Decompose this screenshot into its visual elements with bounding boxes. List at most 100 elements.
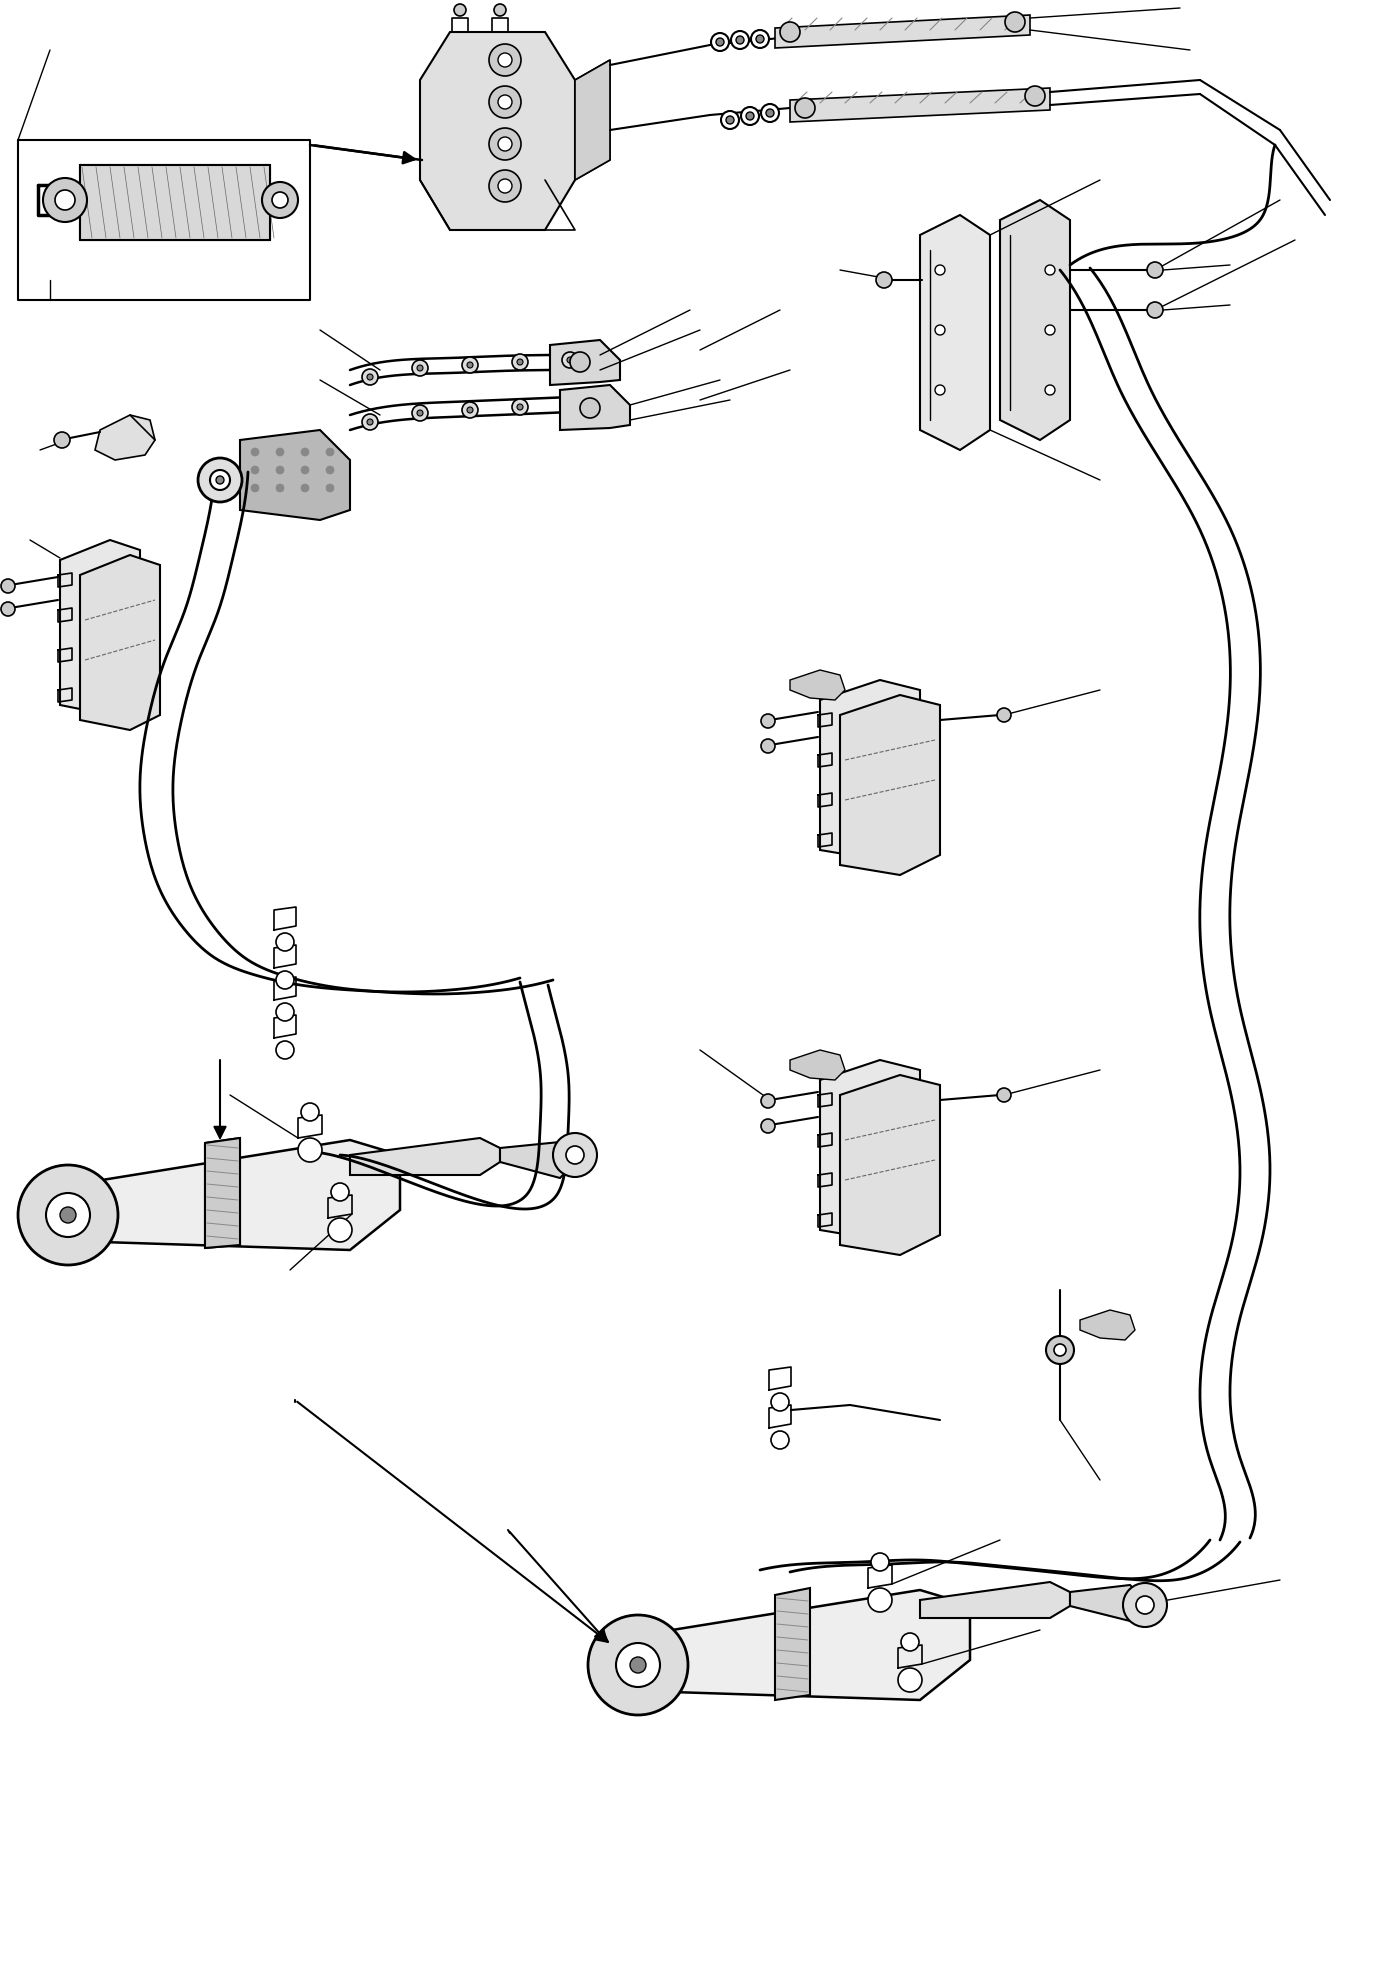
Circle shape — [462, 357, 478, 373]
Polygon shape — [790, 87, 1050, 121]
Circle shape — [570, 351, 591, 371]
Circle shape — [18, 1165, 118, 1264]
Circle shape — [1025, 85, 1045, 105]
Circle shape — [751, 30, 769, 48]
Circle shape — [513, 353, 528, 369]
Polygon shape — [919, 1582, 1070, 1618]
Circle shape — [46, 1193, 91, 1237]
Circle shape — [517, 359, 522, 365]
Circle shape — [301, 484, 309, 492]
Circle shape — [561, 351, 578, 367]
Circle shape — [362, 415, 378, 431]
Circle shape — [710, 34, 729, 52]
Circle shape — [298, 1137, 322, 1161]
Circle shape — [216, 476, 224, 484]
Circle shape — [326, 466, 334, 474]
Circle shape — [901, 1634, 919, 1652]
Circle shape — [327, 1219, 352, 1243]
Circle shape — [43, 179, 86, 222]
Polygon shape — [820, 1060, 919, 1241]
Circle shape — [1055, 1344, 1066, 1356]
Polygon shape — [840, 1076, 940, 1255]
Circle shape — [412, 359, 428, 375]
Circle shape — [761, 738, 775, 752]
Circle shape — [417, 411, 423, 417]
Polygon shape — [31, 1139, 400, 1251]
Circle shape — [935, 266, 944, 276]
Circle shape — [566, 1145, 584, 1163]
Polygon shape — [79, 165, 270, 240]
Circle shape — [499, 95, 513, 109]
Circle shape — [731, 32, 749, 50]
Circle shape — [276, 933, 294, 951]
Polygon shape — [790, 671, 846, 701]
Circle shape — [301, 1104, 319, 1122]
Circle shape — [489, 85, 521, 117]
Polygon shape — [1070, 1584, 1139, 1622]
Circle shape — [616, 1644, 660, 1687]
Circle shape — [417, 365, 423, 371]
Circle shape — [412, 405, 428, 421]
Circle shape — [736, 36, 744, 44]
Circle shape — [454, 4, 467, 16]
Circle shape — [747, 111, 754, 119]
Circle shape — [276, 449, 284, 457]
Polygon shape — [550, 339, 620, 385]
Circle shape — [795, 97, 815, 117]
Circle shape — [362, 369, 378, 385]
Polygon shape — [820, 681, 919, 860]
Circle shape — [1046, 1336, 1074, 1364]
Circle shape — [935, 326, 944, 335]
Polygon shape — [79, 556, 160, 730]
Circle shape — [579, 399, 600, 419]
Circle shape — [276, 1002, 294, 1020]
Circle shape — [489, 44, 521, 75]
Circle shape — [898, 1667, 922, 1691]
Circle shape — [272, 193, 288, 208]
Circle shape — [761, 1094, 775, 1108]
Circle shape — [251, 466, 259, 474]
Circle shape — [251, 484, 259, 492]
Circle shape — [467, 407, 474, 413]
Polygon shape — [500, 1141, 570, 1177]
Circle shape — [1045, 385, 1055, 395]
Circle shape — [716, 38, 724, 46]
Circle shape — [489, 127, 521, 161]
Circle shape — [326, 449, 334, 457]
Circle shape — [276, 484, 284, 492]
Circle shape — [301, 466, 309, 474]
Circle shape — [276, 1040, 294, 1060]
Circle shape — [1137, 1596, 1153, 1614]
Circle shape — [462, 403, 478, 419]
Circle shape — [499, 137, 513, 151]
Circle shape — [60, 1207, 77, 1223]
Circle shape — [553, 1133, 598, 1177]
Polygon shape — [560, 385, 630, 431]
Circle shape — [1146, 302, 1163, 318]
Circle shape — [766, 109, 775, 117]
Circle shape — [276, 466, 284, 474]
Circle shape — [54, 433, 70, 449]
Circle shape — [770, 1431, 788, 1449]
Circle shape — [1, 580, 15, 594]
Polygon shape — [350, 1137, 500, 1175]
Circle shape — [935, 385, 944, 395]
Circle shape — [1123, 1582, 1167, 1628]
Circle shape — [630, 1657, 646, 1673]
Circle shape — [513, 399, 528, 415]
Polygon shape — [575, 60, 610, 181]
Polygon shape — [775, 16, 1029, 48]
Circle shape — [761, 1120, 775, 1133]
Circle shape — [1045, 326, 1055, 335]
Polygon shape — [1080, 1310, 1135, 1340]
Circle shape — [366, 373, 373, 379]
Circle shape — [251, 449, 259, 457]
Polygon shape — [421, 32, 575, 230]
Circle shape — [262, 183, 298, 218]
Circle shape — [1, 601, 15, 615]
Circle shape — [467, 361, 474, 367]
Circle shape — [1146, 262, 1163, 278]
Circle shape — [726, 115, 734, 123]
Circle shape — [868, 1588, 892, 1612]
Circle shape — [495, 4, 506, 16]
